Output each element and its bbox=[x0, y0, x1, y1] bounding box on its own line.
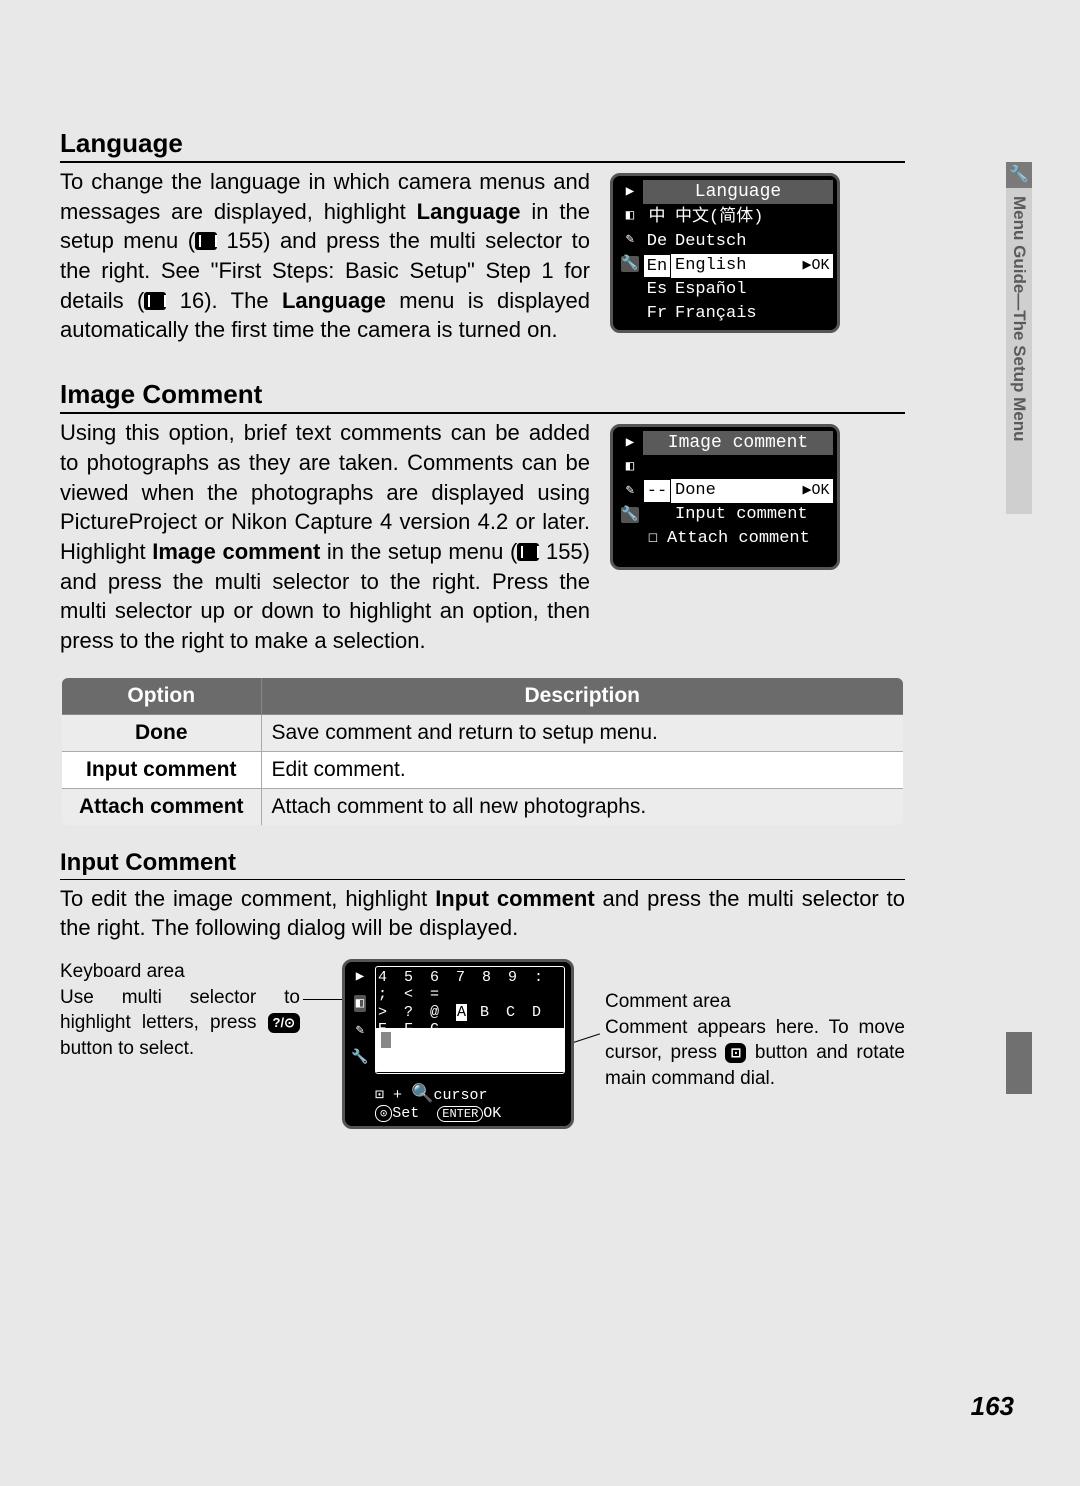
input-comment-diagram: Keyboard area Use multi selector to high… bbox=[60, 959, 905, 1149]
lcd-title: Language bbox=[643, 180, 833, 204]
play-icon: ▶ bbox=[621, 435, 639, 451]
text-bold: Input comment bbox=[435, 886, 594, 911]
callout-keyboard-area: Keyboard area Use multi selector to high… bbox=[60, 959, 300, 1062]
lcd-row-selected: --Done▶OK bbox=[643, 479, 833, 503]
play-icon: ▶ bbox=[356, 968, 364, 985]
th-description: Description bbox=[261, 677, 904, 715]
text: Use multi selector to highlight letters,… bbox=[60, 987, 300, 1034]
kbd-line: 4 5 6 7 8 9 : ; < = bbox=[378, 969, 562, 1004]
pencil-icon: ✎ bbox=[621, 232, 639, 248]
camera-icon: ◧ bbox=[621, 208, 639, 224]
select-button-icon: ?/⊙ bbox=[268, 1013, 300, 1033]
text: Keyboard area bbox=[60, 961, 185, 982]
lcd-side-icons: ▶ ◧ ✎ 🔧 bbox=[619, 184, 641, 272]
page-content: Language To change the language in which… bbox=[60, 128, 905, 1149]
td-desc: Save comment and return to setup menu. bbox=[261, 714, 904, 751]
lcd-rows: --Done▶OK Input comment ☐Attach comment bbox=[643, 479, 833, 551]
lcd-row: Input comment bbox=[643, 503, 833, 527]
td-option: Input comment bbox=[61, 751, 261, 788]
text-bold: Language bbox=[417, 199, 521, 224]
text: To edit the image comment, highlight bbox=[60, 886, 435, 911]
wrench-tab-icon: 🔧 bbox=[621, 507, 639, 523]
language-para: To change the language in which camera m… bbox=[60, 167, 590, 345]
wrench-tab-icon: 🔧 bbox=[621, 256, 639, 272]
heading-image-comment: Image Comment bbox=[60, 379, 905, 414]
thumbnail-button-icon: ⊡ bbox=[725, 1043, 746, 1063]
callout-comment-area: Comment area Comment appears here. To mo… bbox=[605, 989, 905, 1092]
text: Comment area bbox=[605, 991, 731, 1012]
text: button to select. bbox=[60, 1038, 194, 1059]
lcd-side-icons: ▶ ◧ ✎ 🔧 bbox=[619, 435, 641, 523]
lcd-row: EsEspañol bbox=[643, 278, 833, 302]
comment-area bbox=[375, 1028, 565, 1072]
camera-tab-icon: ◧ bbox=[354, 995, 366, 1012]
td-desc: Edit comment. bbox=[261, 751, 904, 788]
pencil-icon: ✎ bbox=[356, 1022, 364, 1039]
heading-input-comment: Input Comment bbox=[60, 849, 905, 880]
lcd-row: 中中文(简体) bbox=[643, 206, 833, 230]
td-desc: Attach comment to all new photographs. bbox=[261, 788, 904, 826]
camera-icon: ◧ bbox=[621, 459, 639, 475]
wrench-icon: 🔧 bbox=[351, 1049, 368, 1066]
pencil-icon: ✎ bbox=[621, 483, 639, 499]
th-option: Option bbox=[61, 677, 261, 715]
text: in the setup menu ( bbox=[320, 539, 517, 564]
lcd-row: DeDeutsch bbox=[643, 230, 833, 254]
lcd-image-comment: ▶ ◧ ✎ 🔧 Image comment --Done▶OK Input co… bbox=[610, 424, 840, 570]
cursor-icon bbox=[381, 1032, 391, 1048]
text-bold: Language bbox=[282, 288, 386, 313]
lcd-rows: 中中文(简体) DeDeutsch EnEnglish▶OK EsEspañol… bbox=[643, 206, 833, 326]
footer-line: ⊡ + 🔍cursor bbox=[375, 1083, 565, 1105]
footer-line: ⊙Set ENTEROK bbox=[375, 1105, 565, 1122]
kbd-highlight: A bbox=[456, 1004, 467, 1021]
image-comment-para: Using this option, brief text comments c… bbox=[60, 418, 590, 656]
lcd-input-comment: ▶ ◧ ✎ 🔧 4 5 6 7 8 9 : ; < = > ? @ A B C … bbox=[342, 959, 574, 1129]
text: 16). The bbox=[166, 288, 282, 313]
lcd-footer: ⊡ + 🔍cursor ⊙Set ENTEROK bbox=[375, 1083, 565, 1122]
heading-language: Language bbox=[60, 128, 905, 163]
side-tab: 🔧 Menu Guide—The Setup Menu bbox=[1006, 162, 1032, 514]
lcd-language: ▶ ◧ ✎ 🔧 Language 中中文(简体) DeDeutsch EnEng… bbox=[610, 173, 840, 333]
input-comment-para: To edit the image comment, highlight Inp… bbox=[60, 884, 905, 943]
play-icon: ▶ bbox=[621, 184, 639, 200]
td-option: Attach comment bbox=[61, 788, 261, 826]
book-icon bbox=[144, 292, 166, 310]
options-table: Option Description Done Save comment and… bbox=[60, 676, 905, 827]
oval-button-icon: ENTER bbox=[437, 1106, 483, 1122]
book-icon bbox=[517, 543, 539, 561]
lcd-row: ☐Attach comment bbox=[643, 527, 833, 551]
lcd-row-selected: EnEnglish▶OK bbox=[643, 254, 833, 278]
wrench-icon: 🔧 bbox=[1006, 162, 1032, 188]
td-option: Done bbox=[61, 714, 261, 751]
oval-button-icon: ⊙ bbox=[375, 1105, 392, 1122]
side-marker bbox=[1006, 1032, 1032, 1094]
lcd-row: FrFrançais bbox=[643, 302, 833, 326]
lcd-title: Image comment bbox=[643, 431, 833, 455]
side-tab-label: Menu Guide—The Setup Menu bbox=[1009, 188, 1029, 508]
book-icon bbox=[195, 232, 217, 250]
text-bold: Image comment bbox=[152, 539, 320, 564]
page-number: 163 bbox=[971, 1391, 1014, 1422]
lcd-side-icons: ▶ ◧ ✎ 🔧 bbox=[349, 968, 371, 1066]
